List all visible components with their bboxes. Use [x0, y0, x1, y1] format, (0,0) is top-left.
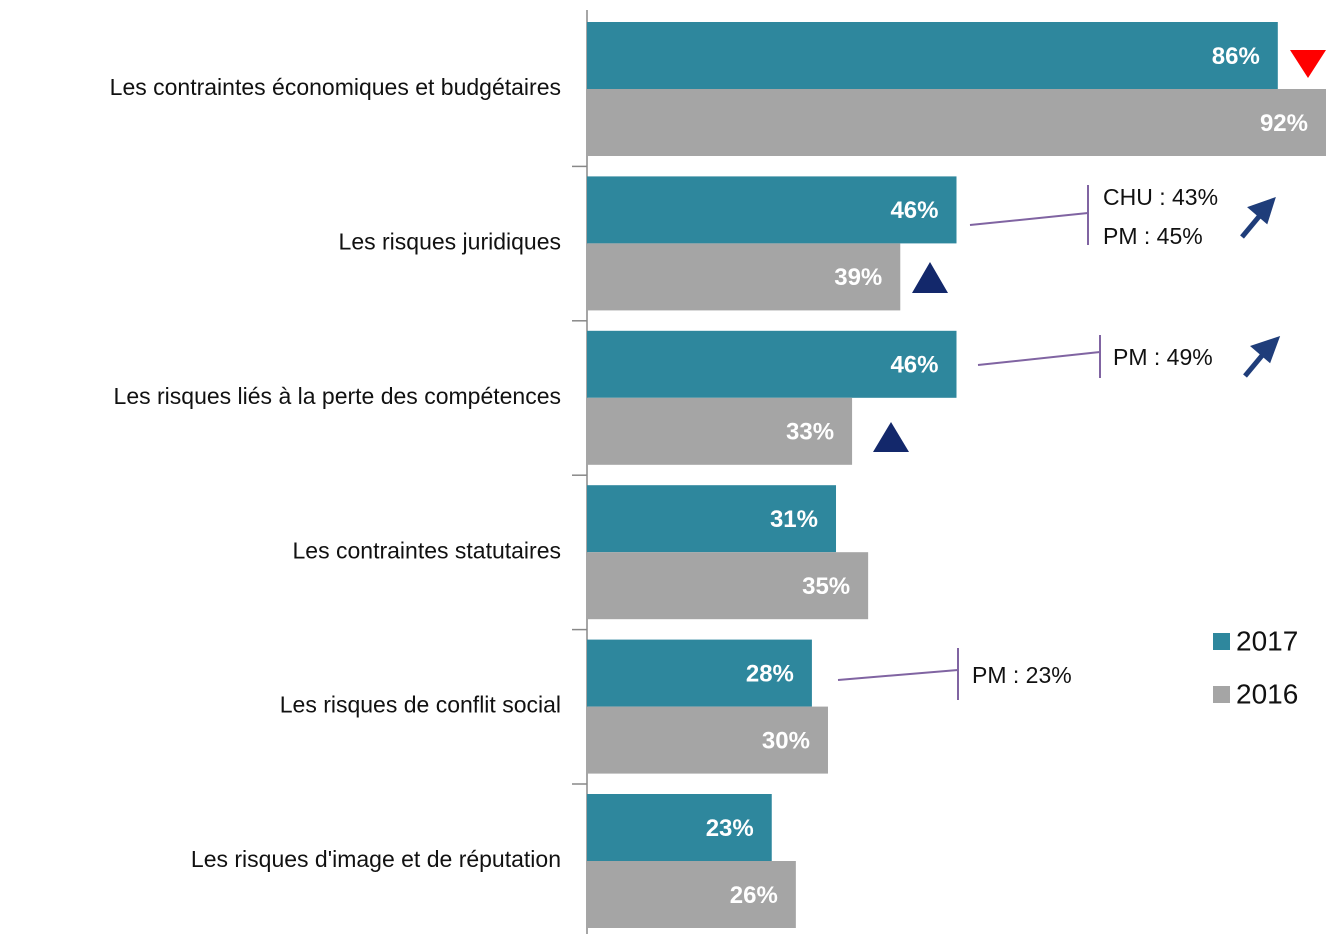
- bar: [587, 861, 796, 928]
- bar: [587, 176, 957, 244]
- bar: [587, 639, 812, 707]
- category-label: Les contraintes statutaires: [293, 537, 561, 563]
- value-label: 39%: [834, 264, 882, 291]
- bar: [587, 485, 837, 553]
- value-label: 46%: [890, 352, 938, 379]
- arrow-head: [1250, 335, 1281, 364]
- bar: [587, 397, 853, 465]
- bar: [587, 706, 828, 774]
- bar: [587, 243, 901, 311]
- leader-line: [977, 351, 1101, 366]
- legend-swatch: [1213, 686, 1230, 703]
- value-label: 23%: [706, 815, 754, 842]
- bar: [587, 330, 957, 398]
- bar: [587, 794, 772, 861]
- value-label: 35%: [802, 573, 850, 600]
- arrow-head: [1247, 196, 1276, 225]
- annotation: CHU : 43%: [1103, 184, 1218, 210]
- leader-line: [837, 669, 959, 681]
- category-label: Les risques de conflit social: [280, 692, 561, 718]
- value-label: 30%: [762, 727, 810, 754]
- category-label: Les risques liés à la perte des compéten…: [114, 383, 561, 409]
- bar: [587, 552, 869, 620]
- bar: [587, 22, 1278, 89]
- legend-swatch: [1213, 633, 1230, 650]
- annotation: PM : 23%: [972, 662, 1072, 688]
- value-label: 86%: [1212, 43, 1260, 70]
- category-label: Les risques juridiques: [339, 228, 561, 254]
- annotation: PM : 45%: [1103, 223, 1203, 249]
- annotation-lines: [837, 185, 1101, 700]
- value-label: 28%: [746, 660, 794, 687]
- legend-label: 2016: [1236, 678, 1298, 709]
- value-label: 92%: [1260, 110, 1308, 137]
- up-triangle: [912, 262, 948, 293]
- leader-line: [969, 212, 1089, 226]
- category-label: Les risques d'image et de réputation: [191, 846, 561, 872]
- category-label: Les contraintes économiques et budgétair…: [110, 74, 561, 100]
- bar: [587, 89, 1326, 156]
- arrows: [1240, 196, 1281, 378]
- value-label: 26%: [730, 882, 778, 909]
- down-triangle: [1290, 50, 1326, 78]
- value-label: 31%: [770, 506, 818, 533]
- value-label: 33%: [786, 419, 834, 446]
- annotation: PM : 49%: [1113, 344, 1213, 370]
- up-triangle: [873, 422, 909, 452]
- value-label: 46%: [890, 197, 938, 224]
- legend-label: 2017: [1236, 625, 1298, 656]
